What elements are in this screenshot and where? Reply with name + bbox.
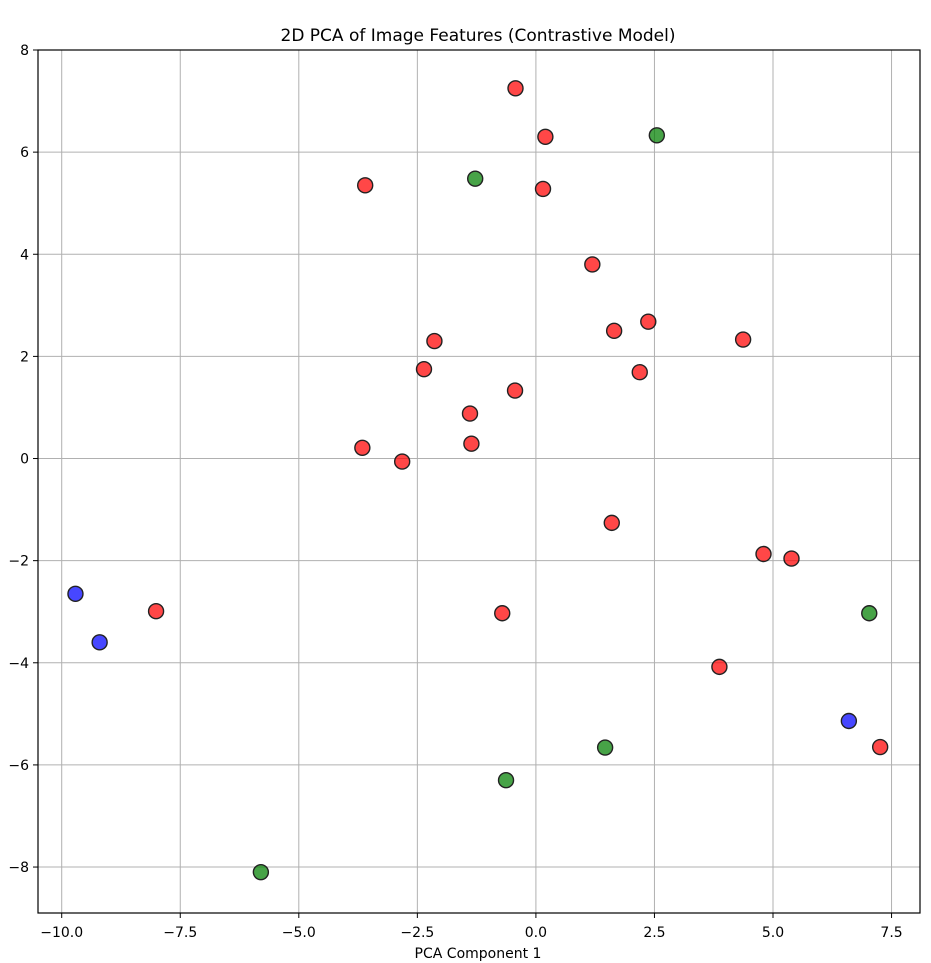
- scatter-point: [711, 658, 728, 676]
- y-tick-label: 4: [20, 247, 29, 263]
- scatter-point: [415, 360, 433, 378]
- x-tick-label: −2.5: [400, 925, 434, 941]
- scatter-point: [463, 435, 480, 452]
- scatter-point: [461, 405, 479, 422]
- x-tick-label: −5.0: [282, 925, 316, 941]
- scatter-point: [67, 585, 84, 603]
- y-tick-label: 8: [20, 43, 29, 59]
- scatter-point: [861, 605, 878, 622]
- y-tick-label: −4: [8, 656, 29, 672]
- y-tick-label: 6: [20, 145, 29, 161]
- chart-title: 2D PCA of Image Features (Contrastive Mo…: [281, 26, 676, 46]
- plot-area-frame: [37, 49, 921, 914]
- scatter-point: [640, 313, 657, 330]
- scatter-point: [497, 772, 515, 789]
- scatter-point: [734, 331, 752, 348]
- scatter-point: [871, 738, 889, 756]
- x-axis-label: PCA Component 1: [415, 946, 542, 962]
- scatter-point: [507, 80, 524, 97]
- scatter-point: [356, 177, 374, 194]
- scatter-point: [147, 603, 165, 620]
- scatter-point: [605, 322, 623, 340]
- scatter-point: [91, 634, 108, 651]
- scatter-point: [252, 863, 270, 881]
- scatter-point: [840, 712, 858, 730]
- scatter-point: [631, 364, 648, 381]
- axis-ticks: −10.0 −7.5 −5.0 −2.5 0.0 2.5 5.0 7.5 −8 −6 −4 −2 0 2 4…: [8, 43, 902, 941]
- scatter-point: [603, 514, 620, 532]
- scatter-point: [426, 332, 443, 350]
- scatter-point: [354, 439, 371, 456]
- y-tick-label: 0: [20, 452, 29, 468]
- data-points: [67, 80, 889, 881]
- scatter-point: [537, 128, 554, 146]
- scatter-point: [393, 453, 411, 470]
- y-tick-label: −6: [8, 758, 29, 774]
- x-tick-label: 0.0: [525, 925, 547, 941]
- scatter-point: [783, 550, 800, 567]
- x-tick-label: −7.5: [163, 925, 197, 941]
- scatter-point: [596, 739, 614, 756]
- scatter-point: [534, 180, 552, 198]
- y-tick-label: −8: [8, 860, 29, 876]
- x-tick-label: 7.5: [880, 925, 902, 941]
- scatter-point: [755, 545, 772, 563]
- scatter-point: [467, 170, 484, 187]
- x-tick-label: 5.0: [762, 925, 784, 941]
- x-tick-label: −10.0: [40, 925, 83, 941]
- x-tick-label: 2.5: [643, 925, 665, 941]
- y-tick-label: −2: [8, 554, 29, 570]
- scatter-point: [584, 256, 601, 273]
- scatter-point: [648, 127, 666, 144]
- y-tick-label: 2: [20, 349, 29, 365]
- scatter-point: [506, 382, 524, 399]
- scatter-point: [494, 605, 511, 622]
